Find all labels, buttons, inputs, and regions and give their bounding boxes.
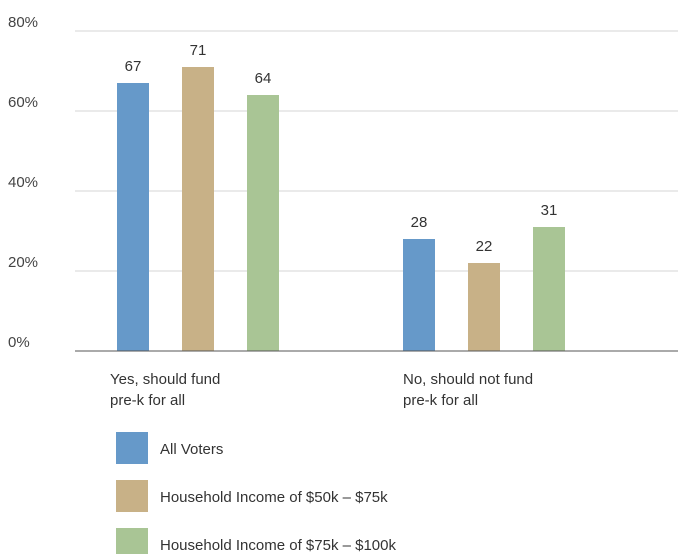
legend-swatch <box>116 480 148 512</box>
legend-swatch <box>116 528 148 554</box>
category-label: No, should not fund pre-k for all <box>403 371 533 409</box>
category-label-line: No, should not fund <box>403 371 533 388</box>
data-labels: 67 28 71 22 64 31 <box>125 42 558 255</box>
gridlines <box>75 30 678 272</box>
y-tick-label: 20% <box>8 254 38 271</box>
category-label-line: pre-k for all <box>110 392 185 409</box>
y-tick-label: 60% <box>8 94 38 111</box>
data-label: 71 <box>190 42 207 59</box>
bar <box>533 227 565 351</box>
legend-label: Household Income of $75k – $100k <box>160 537 396 554</box>
bar <box>117 83 149 351</box>
legend-swatch <box>116 432 148 464</box>
y-tick-label: 40% <box>8 174 38 191</box>
y-tick-label: 80% <box>8 14 38 31</box>
legend-label: Household Income of $50k – $75k <box>160 489 388 506</box>
bar <box>247 95 279 351</box>
legend-label: All Voters <box>160 441 223 458</box>
bars <box>117 67 565 351</box>
bar <box>403 239 435 351</box>
y-axis-tick-labels: 0% 20% 40% 60% 80% <box>8 14 38 351</box>
data-label: 64 <box>255 70 272 87</box>
y-tick-label: 0% <box>8 334 30 351</box>
category-label: Yes, should fund pre-k for all <box>110 371 220 409</box>
category-label-line: Yes, should fund <box>110 371 220 388</box>
bar <box>182 67 214 351</box>
data-label: 31 <box>541 202 558 219</box>
data-label: 28 <box>411 214 428 231</box>
data-label: 22 <box>476 238 493 255</box>
bar <box>468 263 500 351</box>
data-label: 67 <box>125 58 142 75</box>
category-label-line: pre-k for all <box>403 392 478 409</box>
legend: All Voters Household Income of $50k – $75… <box>116 432 396 554</box>
